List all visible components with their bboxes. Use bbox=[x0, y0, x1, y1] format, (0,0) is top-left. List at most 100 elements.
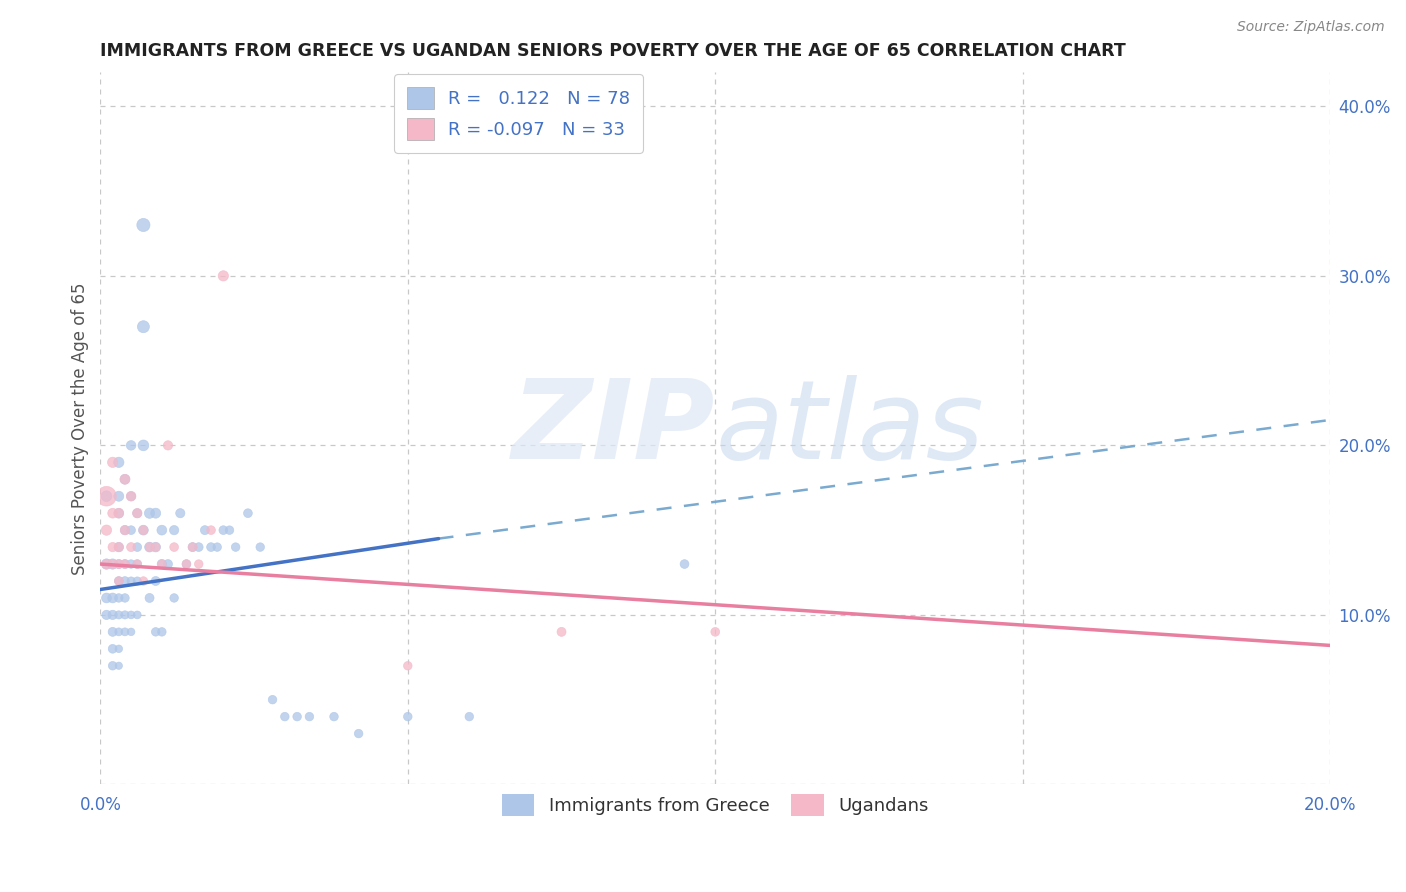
Point bbox=[181, 540, 204, 554]
Point bbox=[120, 557, 142, 571]
Point bbox=[176, 557, 198, 571]
Point bbox=[150, 557, 173, 571]
Point bbox=[323, 709, 346, 723]
Point bbox=[163, 540, 186, 554]
Point bbox=[107, 658, 129, 673]
Point bbox=[120, 523, 142, 537]
Text: atlas: atlas bbox=[716, 375, 984, 482]
Point bbox=[274, 709, 297, 723]
Point bbox=[150, 557, 173, 571]
Point bbox=[285, 709, 308, 723]
Point bbox=[101, 641, 124, 656]
Point bbox=[132, 523, 155, 537]
Point bbox=[107, 591, 129, 605]
Point bbox=[225, 540, 247, 554]
Point bbox=[101, 607, 124, 622]
Text: ZIP: ZIP bbox=[512, 375, 716, 482]
Point bbox=[114, 472, 136, 486]
Point bbox=[107, 506, 129, 520]
Point bbox=[187, 557, 209, 571]
Point bbox=[96, 489, 118, 503]
Point bbox=[176, 557, 198, 571]
Legend: Immigrants from Greece, Ugandans: Immigrants from Greece, Ugandans bbox=[494, 785, 938, 825]
Point bbox=[212, 268, 235, 283]
Point bbox=[200, 540, 222, 554]
Point bbox=[101, 540, 124, 554]
Point bbox=[145, 506, 167, 520]
Point bbox=[181, 540, 204, 554]
Point bbox=[107, 574, 129, 588]
Point bbox=[127, 574, 149, 588]
Point bbox=[298, 709, 321, 723]
Point bbox=[138, 506, 160, 520]
Point bbox=[132, 218, 155, 232]
Point bbox=[132, 523, 155, 537]
Point bbox=[107, 607, 129, 622]
Point bbox=[114, 523, 136, 537]
Point bbox=[138, 540, 160, 554]
Point bbox=[114, 624, 136, 639]
Point bbox=[96, 591, 118, 605]
Point bbox=[138, 591, 160, 605]
Point bbox=[145, 574, 167, 588]
Point bbox=[96, 557, 118, 571]
Point bbox=[138, 540, 160, 554]
Point bbox=[107, 506, 129, 520]
Point bbox=[114, 557, 136, 571]
Point bbox=[673, 557, 696, 571]
Point bbox=[150, 523, 173, 537]
Point bbox=[101, 624, 124, 639]
Point bbox=[114, 591, 136, 605]
Point bbox=[163, 523, 186, 537]
Point bbox=[249, 540, 271, 554]
Point bbox=[163, 591, 186, 605]
Point bbox=[127, 557, 149, 571]
Point bbox=[107, 489, 129, 503]
Point bbox=[120, 624, 142, 639]
Point bbox=[101, 557, 124, 571]
Point bbox=[120, 438, 142, 452]
Point bbox=[127, 506, 149, 520]
Point bbox=[156, 557, 179, 571]
Point bbox=[114, 574, 136, 588]
Point bbox=[96, 607, 118, 622]
Point bbox=[396, 709, 419, 723]
Point bbox=[107, 540, 129, 554]
Point bbox=[114, 607, 136, 622]
Point bbox=[107, 641, 129, 656]
Point bbox=[347, 726, 370, 740]
Point bbox=[107, 455, 129, 469]
Point bbox=[212, 523, 235, 537]
Point bbox=[127, 540, 149, 554]
Point bbox=[96, 489, 118, 503]
Point bbox=[120, 489, 142, 503]
Point bbox=[127, 557, 149, 571]
Point bbox=[101, 557, 124, 571]
Point bbox=[101, 455, 124, 469]
Point bbox=[132, 574, 155, 588]
Point bbox=[396, 658, 419, 673]
Point bbox=[114, 472, 136, 486]
Y-axis label: Seniors Poverty Over the Age of 65: Seniors Poverty Over the Age of 65 bbox=[72, 282, 89, 574]
Point bbox=[187, 540, 209, 554]
Point bbox=[262, 692, 284, 706]
Point bbox=[156, 438, 179, 452]
Point bbox=[704, 624, 727, 639]
Point bbox=[120, 607, 142, 622]
Point bbox=[145, 540, 167, 554]
Point bbox=[145, 624, 167, 639]
Point bbox=[120, 540, 142, 554]
Point bbox=[236, 506, 259, 520]
Point bbox=[169, 506, 191, 520]
Point bbox=[114, 523, 136, 537]
Point bbox=[107, 574, 129, 588]
Point bbox=[107, 540, 129, 554]
Point bbox=[194, 523, 217, 537]
Point bbox=[107, 557, 129, 571]
Point bbox=[96, 557, 118, 571]
Point bbox=[101, 506, 124, 520]
Point bbox=[132, 438, 155, 452]
Point bbox=[101, 658, 124, 673]
Point bbox=[150, 624, 173, 639]
Point bbox=[120, 574, 142, 588]
